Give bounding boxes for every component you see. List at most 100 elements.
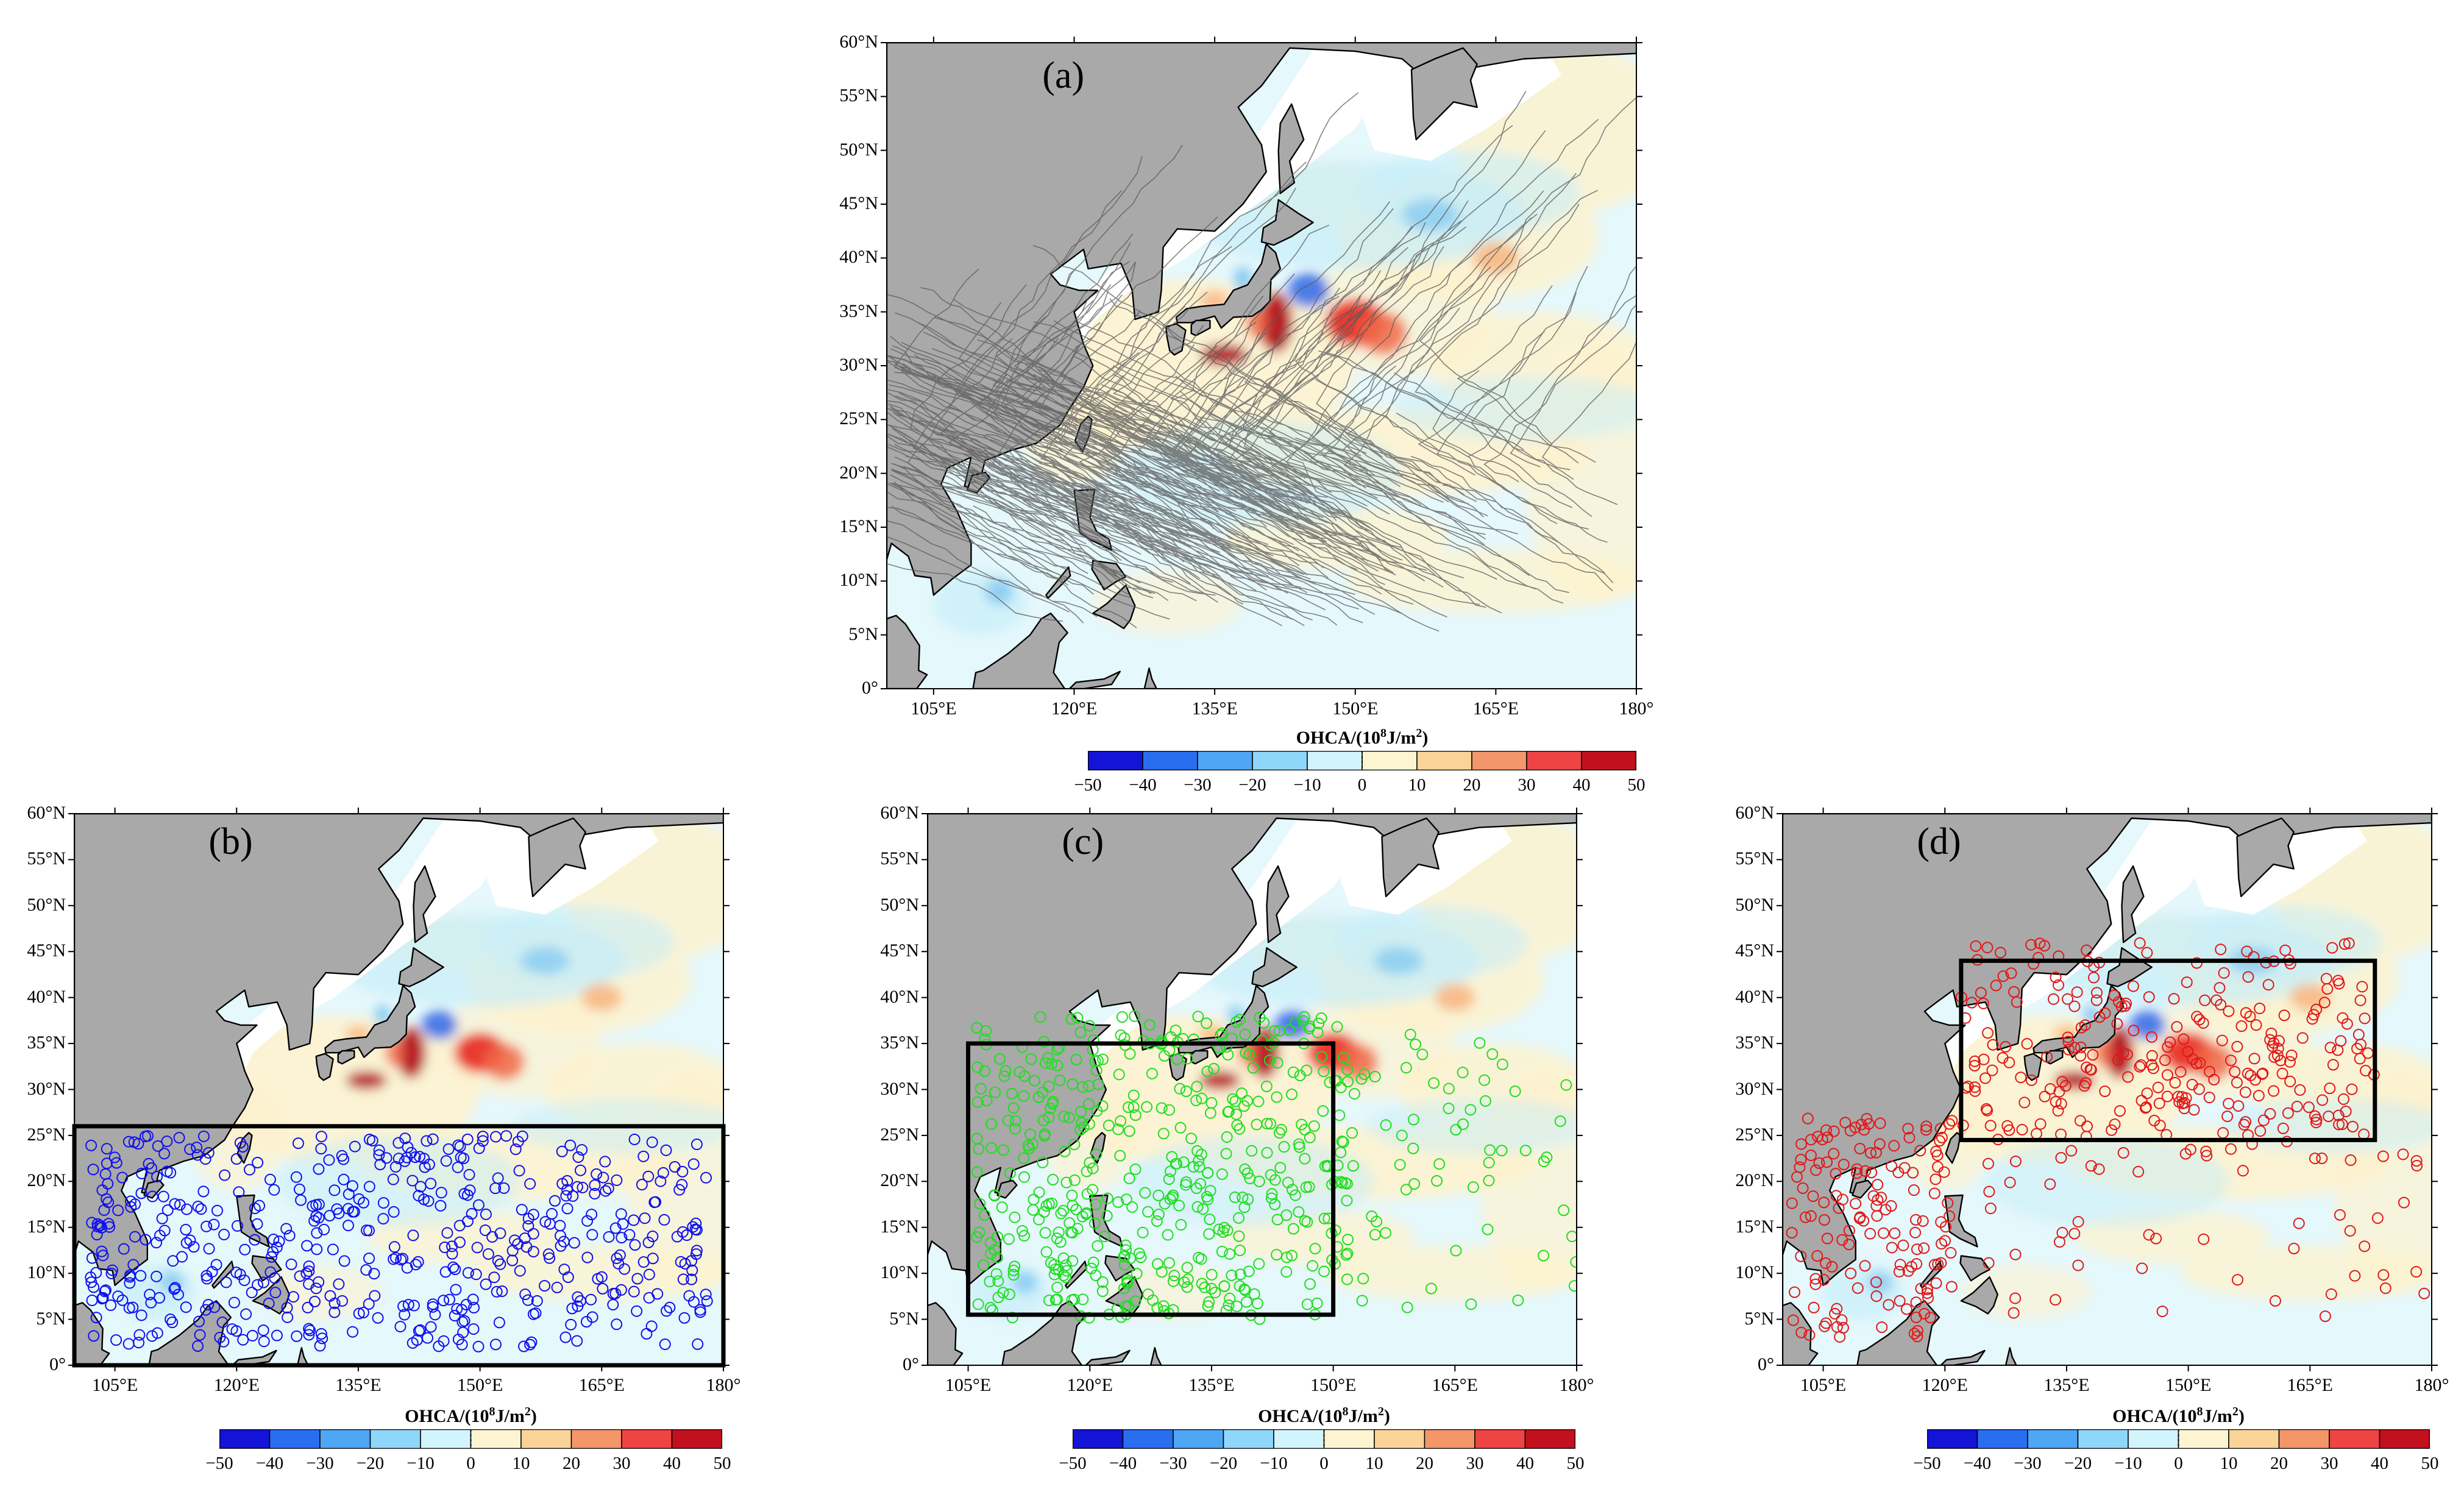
genesis-point-marker <box>1124 1048 1136 1060</box>
genesis-point-marker <box>1238 1201 1251 1213</box>
genesis-point-marker <box>303 1323 315 1335</box>
genesis-point-marker <box>129 1231 141 1243</box>
genesis-point-marker <box>2285 1049 2298 1061</box>
colorbar-tick-label: 30 <box>612 1454 631 1473</box>
genesis-point-marker <box>125 1201 137 1213</box>
x-tick-label: 120°E <box>1922 1375 1968 1395</box>
genesis-point-marker <box>609 1287 622 1299</box>
genesis-point-marker <box>2282 1107 2294 1119</box>
genesis-point-marker <box>701 1295 713 1307</box>
genesis-point-marker <box>1987 1039 1999 1051</box>
genesis-point-marker <box>2203 1065 2215 1078</box>
typhoon-track <box>1339 466 1536 590</box>
genesis-point-marker <box>1253 1175 1265 1187</box>
genesis-point-marker <box>1239 1028 1251 1040</box>
typhoon-track <box>887 392 1079 527</box>
panel-label: (d) <box>1917 821 1961 863</box>
ohca-anomaly-field <box>1823 814 2432 1320</box>
genesis-point-marker <box>105 1299 117 1312</box>
genesis-point-marker <box>1341 1195 1353 1207</box>
typhoon-track <box>1436 266 1589 530</box>
genesis-point-marker <box>539 1280 551 1292</box>
genesis-point-marker <box>494 1227 506 1239</box>
genesis-point-marker <box>1088 1217 1101 1229</box>
genesis-point-marker <box>1805 1210 1817 1222</box>
genesis-point-marker <box>281 1302 293 1314</box>
landmass <box>887 43 1636 689</box>
typhoon-track <box>1105 321 1269 577</box>
y-tick-label: 25°N <box>27 1124 66 1145</box>
genesis-point-marker <box>458 1188 470 1200</box>
genesis-point-marker <box>1115 1115 1127 1127</box>
genesis-point-marker <box>328 1306 341 1318</box>
genesis-point-marker <box>202 1299 215 1311</box>
genesis-point-marker <box>1027 1204 1039 1216</box>
genesis-point-marker <box>985 1248 997 1260</box>
genesis-point-marker <box>193 1315 205 1327</box>
colorbar-tick-label: 40 <box>1572 775 1591 795</box>
typhoon-track <box>1017 357 1320 517</box>
genesis-point-marker <box>1307 1260 1319 1272</box>
colorbar: OHCA/(108J/m2) −50 −40 −30 −20 −10 0 10 20 30 40 50 <box>205 1405 731 1485</box>
genesis-point-marker <box>1318 1065 1330 1078</box>
typhoon-track <box>1033 244 1367 454</box>
colorbar-title-part: ) <box>1383 1406 1390 1426</box>
genesis-point-marker <box>410 1259 422 1271</box>
genesis-point-marker <box>1337 1136 1349 1148</box>
genesis-point-marker <box>2088 972 2100 984</box>
typhoon-track <box>1027 467 1279 589</box>
genesis-point-marker <box>692 1338 704 1350</box>
genesis-point-marker <box>1902 1123 1914 1135</box>
genesis-point-marker <box>522 1294 534 1306</box>
genesis-point-marker <box>1337 1051 1349 1064</box>
genesis-point-marker <box>992 1275 1004 1287</box>
genesis-point-marker <box>1983 1185 1995 1198</box>
genesis-point-marker <box>1067 1227 1079 1239</box>
genesis-point-marker <box>2085 1160 2097 1172</box>
genesis-point-marker <box>2197 1017 2209 1029</box>
typhoon-track <box>887 536 1098 617</box>
genesis-point-marker <box>1156 1102 1168 1114</box>
genesis-point-marker <box>1911 1243 1923 1256</box>
genesis-point-marker <box>1519 1145 1532 1157</box>
genesis-point-marker <box>308 1215 321 1227</box>
genesis-point-marker <box>387 1173 399 1185</box>
genesis-point-marker <box>2134 937 2146 949</box>
genesis-point-marker <box>2223 1005 2235 1017</box>
genesis-point-marker <box>643 1292 655 1304</box>
genesis-point-marker <box>1113 1068 1125 1081</box>
genesis-point-marker <box>2128 1025 2140 1037</box>
colorbar-tick-label: −50 <box>1074 775 1102 795</box>
genesis-point-marker <box>1197 1203 1209 1215</box>
genesis-point-marker <box>614 1249 626 1261</box>
typhoon-tracks <box>887 90 1636 632</box>
genesis-point-marker <box>681 1229 693 1242</box>
genesis-point-marker <box>1457 1067 1469 1079</box>
genesis-point-marker <box>1230 1016 1243 1028</box>
genesis-point-marker <box>2344 1224 2356 1237</box>
panel-label: (a) <box>1042 55 1085 96</box>
genesis-point-marker <box>2112 1054 2124 1066</box>
genesis-point-marker <box>1303 1181 1315 1193</box>
genesis-point-marker <box>2152 1081 2164 1093</box>
colorbar-swatches <box>1087 750 1638 772</box>
genesis-point-marker <box>990 1268 1003 1280</box>
genesis-point-marker <box>1081 1188 1093 1200</box>
genesis-point-marker <box>1287 1223 1299 1235</box>
genesis-point-marker <box>388 1253 400 1265</box>
genesis-point-marker <box>1178 1276 1190 1288</box>
genesis-point-marker <box>1077 1293 1089 1306</box>
landmass <box>1920 1260 1943 1289</box>
genesis-point-marker <box>301 1240 313 1252</box>
genesis-point-marker <box>1839 1117 1852 1129</box>
genesis-point-marker <box>1127 1101 1140 1113</box>
genesis-point-marker <box>1870 1276 1882 1288</box>
genesis-point-marker <box>2009 1292 2022 1304</box>
genesis-point-marker <box>1258 1017 1270 1029</box>
y-tick-label: 50°N <box>880 894 919 915</box>
genesis-point-marker <box>373 1149 385 1161</box>
genesis-point-marker <box>2159 1054 2171 1066</box>
genesis-point-marker <box>124 1277 136 1289</box>
genesis-point-marker <box>291 1330 303 1342</box>
genesis-point-marker <box>522 1220 534 1232</box>
